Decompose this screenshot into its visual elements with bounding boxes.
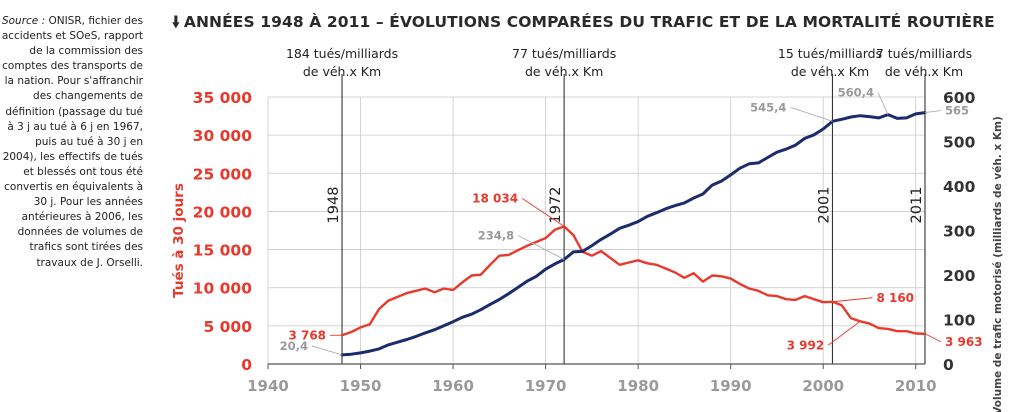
right-tick-label: 100	[943, 312, 976, 330]
left-tick-label: 30 000	[193, 127, 253, 145]
year-marker-rate: 184 tués/milliards	[286, 46, 398, 61]
x-tick-label: 1990	[710, 377, 752, 395]
right-tick-label: 600	[943, 89, 976, 107]
right-tick-label: 400	[943, 178, 976, 196]
x-tick-label: 1960	[432, 377, 474, 395]
annotation-label: 8 160	[876, 291, 914, 305]
year-marker-rate: 77 tués/milliards	[512, 46, 616, 61]
year-marker-label: 1948	[326, 187, 342, 224]
annotations: 3 768 18 034 8 160 3 992 3 963 20,4 234,8 545,4…	[280, 86, 983, 356]
source-label: Source :	[1, 15, 46, 27]
right-tick-label: 200	[943, 267, 976, 285]
annotation-label: 3 963	[945, 335, 983, 349]
annotation-label: 3 992	[787, 338, 825, 352]
right-axis-title: Volume de trafic motorisé (milliards de …	[992, 116, 1004, 412]
right-tick-label: 300	[943, 223, 976, 241]
year-marker-rate-unit: de véh.x Km	[885, 64, 963, 79]
source-text: ONISR, fichier des accidents et SOeS, ra…	[1, 15, 143, 269]
annotation-leader	[924, 110, 942, 114]
series	[340, 111, 927, 357]
annotation-leader	[517, 235, 565, 260]
annotation-leader	[827, 320, 861, 346]
year-marker-rate-unit: de véh.x Km	[525, 64, 603, 79]
left-tick-label: 10 000	[193, 280, 253, 298]
annotation-label: 20,4	[280, 339, 308, 353]
annotation-leader	[521, 198, 565, 227]
left-tick-label: 35 000	[193, 89, 253, 107]
annotation-label: 565	[945, 104, 969, 118]
year-marker-rate-unit: de véh.x Km	[791, 64, 869, 79]
annotation-label: 234,8	[478, 229, 514, 243]
left-tick-label: 5 000	[203, 318, 252, 336]
source-note: Source : ONISR, fichier des accidents et…	[0, 14, 143, 271]
year-marker-rate: 15 tués/milliards	[778, 46, 882, 61]
traffic-line	[340, 111, 927, 357]
left-axis-title: Tués à 30 jours	[171, 183, 187, 298]
year-marker-label: 1972	[548, 187, 564, 224]
arrow-down-icon: 🠛	[172, 13, 180, 31]
year-marker-label: 2001	[816, 187, 832, 224]
x-tick-label: 1970	[525, 377, 567, 395]
annotation-leader	[311, 345, 343, 356]
annotation-leader	[877, 92, 889, 115]
x-tick-label: 1940	[247, 377, 289, 395]
axes: 0 5 000 10 000 15 000 20 000 25 000 30 000 35 0…	[171, 89, 1004, 412]
year-marker-rate: 7 tués/milliards	[876, 46, 972, 61]
annotation-label: 18 034	[472, 191, 518, 205]
year-marker-rate-unit: de véh.x Km	[303, 64, 381, 79]
left-tick-label: 0	[241, 356, 252, 374]
annotation-leader	[790, 106, 833, 122]
x-tick-label: 1980	[617, 377, 659, 395]
x-tick-label: 2000	[802, 377, 844, 395]
annotation-label: 560,4	[838, 86, 874, 100]
annotation-leader	[832, 297, 873, 303]
left-tick-label: 20 000	[193, 203, 253, 221]
chart-title-text: ANNÉES 1948 À 2011 – ÉVOLUTIONS COMPARÉE…	[183, 13, 995, 31]
right-tick-label: 500	[943, 134, 976, 152]
left-tick-label: 15 000	[193, 242, 253, 260]
annotation-label: 3 768	[288, 328, 326, 342]
x-tick-label: 1950	[340, 377, 382, 395]
x-tick-label: 2010	[895, 377, 937, 395]
deaths-line	[340, 225, 927, 337]
year-marker-label: 2011	[909, 187, 925, 224]
right-tick-label: 0	[943, 356, 954, 374]
annotation-label: 545,4	[750, 100, 786, 114]
annotation-leader	[924, 333, 942, 343]
grid	[267, 96, 925, 365]
chart-title: 🠛 ANNÉES 1948 À 2011 – ÉVOLUTIONS COMPARÉ…	[172, 10, 995, 37]
left-tick-label: 25 000	[193, 165, 253, 183]
